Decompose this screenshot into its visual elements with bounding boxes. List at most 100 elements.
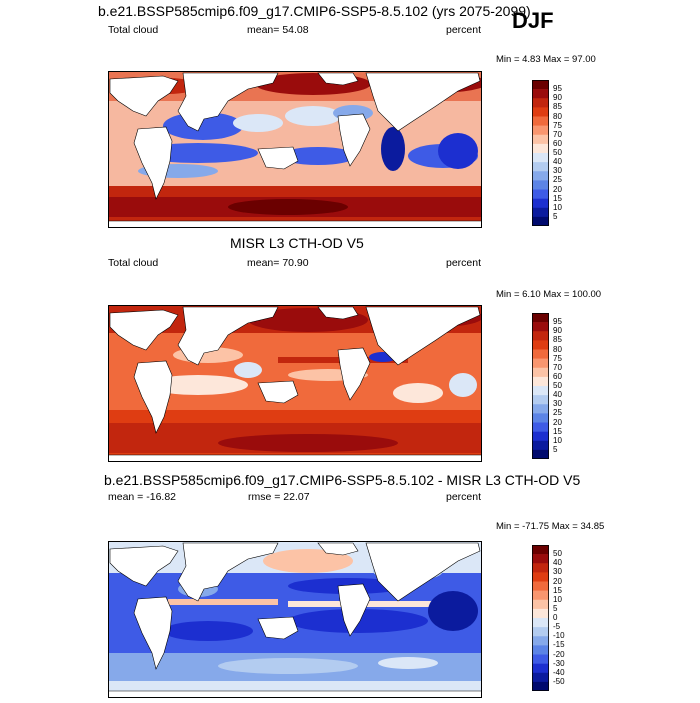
panel-2-units-label: percent	[446, 257, 482, 269]
panel-1-title: b.e21.BSSP585cmip6.f09_g17.CMIP6-SSP5-8.…	[98, 3, 531, 19]
colorbar-tick-label: 95	[553, 317, 562, 327]
colorbar-swatch	[532, 440, 549, 451]
colorbar-tick-label: 40	[553, 558, 562, 568]
colorbar-swatch	[532, 134, 549, 145]
panel-1-variable-label: Total cloud	[108, 24, 159, 36]
colorbar-swatch	[532, 672, 549, 683]
colorbar-swatch	[532, 143, 549, 154]
colorbar-swatch	[532, 171, 549, 181]
colorbar-swatch	[532, 116, 549, 126]
panel-3-map	[107, 541, 483, 699]
colorbar-tick-label: 50	[553, 148, 562, 157]
colorbar-tick-label: 60	[553, 371, 562, 381]
panel-1-colorbar-swatches	[532, 80, 549, 227]
panel-1-colorbar: 95 90 85 80 75 70 60 50 40 30 25 20 15 10 5	[532, 80, 562, 231]
colorbar-swatch	[532, 654, 549, 664]
colorbar-tick-label: 5	[553, 444, 558, 454]
colorbar-tick-label: 20	[553, 184, 562, 194]
colorbar-swatch	[532, 180, 549, 190]
colorbar-swatch	[532, 618, 549, 628]
panel-1-mean-label: mean= 54.08	[247, 24, 309, 36]
colorbar-tick-label: 5	[553, 211, 558, 221]
colorbar-swatch	[532, 107, 549, 117]
colorbar-tick-label: 40	[553, 157, 562, 167]
colorbar-tick-label: 50	[553, 549, 562, 559]
colorbar-tick-label: 60	[553, 138, 562, 148]
colorbar-tick-label: 90	[553, 326, 562, 336]
colorbar-border	[532, 545, 549, 691]
colorbar-swatch	[532, 627, 549, 637]
colorbar-swatch	[532, 554, 549, 564]
panel-3-rmse-label: rmse = 22.07	[248, 491, 310, 503]
colorbar-tick-label: 25	[553, 408, 562, 418]
colorbar-swatch	[532, 313, 549, 323]
colorbar-tick-label: 50	[553, 381, 562, 390]
panel-3-map-svg	[107, 541, 483, 699]
panel-3-title: b.e21.BSSP585cmip6.f09_g17.CMIP6-SSP5-8.…	[104, 472, 581, 488]
colorbar-tick-label: -5	[553, 622, 561, 632]
colorbar-swatch	[532, 358, 549, 369]
colorbar-swatch	[532, 125, 549, 136]
colorbar-tick-label: 10	[553, 594, 562, 604]
colorbar-tick-label: 15	[553, 193, 562, 203]
colorbar-tick-label: 85	[553, 102, 562, 112]
colorbar-tick-label: 30	[553, 166, 562, 176]
colorbar-tick-label: 20	[553, 417, 562, 427]
colorbar-tick-label: 90	[553, 93, 562, 103]
colorbar-tick-label: 0	[553, 613, 558, 622]
panel-3-minmax: Min = -71.75 Max = 34.85	[496, 521, 605, 532]
colorbar-swatch	[532, 645, 549, 655]
colorbar-tick-label: -30	[553, 658, 565, 668]
colorbar-tick-label: 85	[553, 335, 562, 345]
colorbar-tick-label: -40	[553, 667, 565, 677]
colorbar-swatch	[532, 367, 549, 378]
colorbar-tick-label: 15	[553, 426, 562, 436]
colorbar-tick-label: 70	[553, 129, 562, 139]
panel-1-minmax: Min = 4.83 Max = 97.00	[496, 54, 596, 65]
colorbar-tick-label: 75	[553, 353, 562, 363]
colorbar-swatch	[532, 563, 549, 573]
colorbar-swatch	[532, 431, 549, 442]
colorbar-swatch	[532, 340, 549, 350]
colorbar-swatch	[532, 545, 549, 555]
colorbar-swatch	[532, 681, 549, 692]
colorbar-swatch	[532, 636, 549, 646]
colorbar-tick-label: 95	[553, 84, 562, 94]
colorbar-swatch	[532, 80, 549, 90]
colorbar-swatch	[532, 608, 549, 619]
season-label: DJF	[512, 8, 554, 33]
panel-1-units-label: percent	[446, 24, 482, 36]
colorbar-tick-label: -50	[553, 676, 565, 686]
panel-1-map-svg	[107, 71, 488, 229]
colorbar-tick-label: 80	[553, 344, 562, 354]
colorbar-swatch	[532, 413, 549, 423]
colorbar-swatch	[532, 572, 549, 582]
colorbar-tick-label: 70	[553, 362, 562, 372]
colorbar-tick-label: 10	[553, 202, 562, 212]
colorbar-tick-label: 40	[553, 390, 562, 400]
colorbar-swatch	[532, 449, 549, 460]
colorbar-tick-label: 15	[553, 585, 562, 595]
colorbar-tick-label: 5	[553, 603, 558, 613]
colorbar-tick-label: 25	[553, 175, 562, 185]
panel-2-map-svg	[107, 305, 483, 463]
colorbar-swatch	[532, 322, 549, 332]
colorbar-swatch	[532, 98, 549, 108]
colorbar-swatch	[532, 422, 549, 432]
panel-1-map	[107, 71, 488, 229]
colorbar-swatch	[532, 207, 549, 218]
colorbar-swatch	[532, 89, 549, 99]
colorbar-tick-label: 20	[553, 576, 562, 586]
panel-3-colorbar: 50 40 30 20 15 10 5 0 -5 -10 -15 -20 -30 -40 -50	[532, 545, 565, 696]
colorbar-tick-label: 10	[553, 435, 562, 445]
colorbar-swatch	[532, 349, 549, 359]
colorbar-swatch	[532, 663, 549, 674]
colorbar-tick-label: -15	[553, 640, 565, 650]
panel-2-colorbar: 95 90 85 80 75 70 60 50 40 30 25 20 15 10 5	[532, 313, 562, 464]
colorbar-tick-label: 75	[553, 120, 562, 130]
colorbar-swatch	[532, 386, 549, 396]
panel-3-colorbar-swatches	[532, 545, 549, 692]
panel-2-title: MISR L3 CTH-OD V5	[230, 235, 364, 251]
colorbar-swatch	[532, 376, 549, 387]
colorbar-swatch	[532, 216, 549, 227]
